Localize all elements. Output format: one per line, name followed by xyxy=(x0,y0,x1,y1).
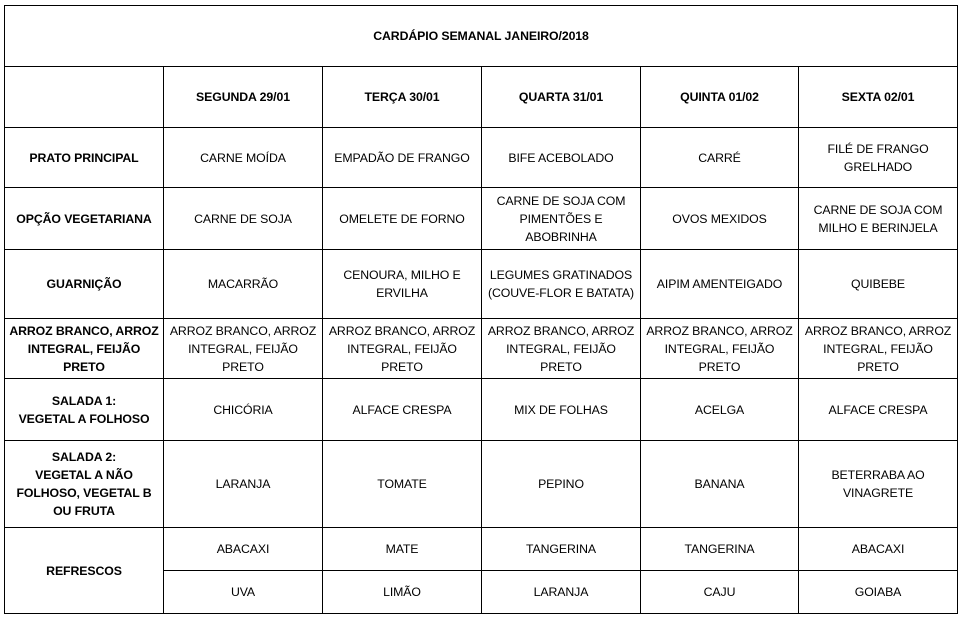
menu-cell: EMPADÃO DE FRANGO xyxy=(322,127,482,188)
menu-title: CARDÁPIO SEMANAL JANEIRO/2018 xyxy=(3,5,959,67)
menu-cell: ARROZ BRANCO, ARROZ INTEGRAL, FEIJÃO PRE… xyxy=(163,318,323,379)
menu-cell: CHICÓRIA xyxy=(163,378,323,441)
row-label: ARROZ BRANCO, ARROZ INTEGRAL, FEIJÃO PRE… xyxy=(4,318,164,379)
menu-cell: GOIABA xyxy=(797,570,959,614)
menu-cell: MIX DE FOLHAS xyxy=(481,378,641,441)
menu-cell: ACELGA xyxy=(640,378,799,441)
day-header-row: SEGUNDA 29/01 TERÇA 30/01 QUARTA 31/01 QUIN… xyxy=(4,66,959,128)
row-label: OPÇÃO VEGETARIANA xyxy=(4,187,164,250)
menu-cell: CARNE MOÍDA xyxy=(163,127,323,188)
menu-cell: UVA xyxy=(163,570,323,614)
refrescos-row: REFRESCOS ABACAXI MATE TANGERINA TANGERINA AB… xyxy=(4,527,959,614)
menu-cell: AIPIM AMENTEIGADO xyxy=(640,249,799,319)
row-label: PRATO PRINCIPAL xyxy=(4,127,164,188)
menu-cell: LIMÃO xyxy=(322,570,482,614)
menu-cell: CARNE DE SOJA COM PIMENTÕES E ABOBRINHA xyxy=(481,187,641,250)
menu-cell: ALFACE CRESPA xyxy=(797,378,959,441)
menu-cell: ARROZ BRANCO, ARROZ INTEGRAL, FEIJÃO PRE… xyxy=(640,318,799,379)
menu-row: PRATO PRINCIPAL CARNE MOÍDA EMPADÃO DE FRA… xyxy=(4,127,959,188)
menu-cell: LEGUMES GRATINADOS (COUVE-FLOR E BATATA) xyxy=(481,249,641,319)
menu-cell: ABACAXI xyxy=(163,527,323,571)
menu-cell: TANGERINA xyxy=(481,527,641,571)
menu-cell: BIFE ACEBOLADO xyxy=(481,127,641,188)
day-header: SEGUNDA 29/01 xyxy=(163,66,323,128)
weekly-menu-table: CARDÁPIO SEMANAL JANEIRO/2018 SEGUNDA 29… xyxy=(3,5,959,614)
menu-row: SALADA 2: VEGETAL A NÃO FOLHOSO, VEGETAL… xyxy=(4,440,959,528)
menu-cell: MATE xyxy=(322,527,482,571)
menu-cell: OMELETE DE FORNO xyxy=(322,187,482,250)
day-header: QUARTA 31/01 xyxy=(481,66,641,128)
refrescos-row: UVA LIMÃO LARANJA CAJU GOIABA xyxy=(5,570,959,614)
menu-cell: ABACAXI xyxy=(797,527,959,571)
menu-row: OPÇÃO VEGETARIANA CARNE DE SOJA OMELETE DE… xyxy=(4,187,959,250)
empty-corner-cell xyxy=(4,66,164,128)
menu-cell: CARNE DE SOJA COM MILHO E BERINJELA xyxy=(797,187,959,250)
menu-cell: QUIBEBE xyxy=(797,249,959,319)
menu-cell: BETERRABA AO VINAGRETE xyxy=(797,440,959,528)
menu-cell: ALFACE CRESPA xyxy=(322,378,482,441)
row-label: SALADA 1: VEGETAL A FOLHOSO xyxy=(4,378,164,441)
row-label: SALADA 2: VEGETAL A NÃO FOLHOSO, VEGETAL… xyxy=(4,440,164,528)
menu-cell: TANGERINA xyxy=(640,527,799,571)
menu-row: ARROZ BRANCO, ARROZ INTEGRAL, FEIJÃO PRE… xyxy=(4,318,959,379)
menu-cell: ARROZ BRANCO, ARROZ INTEGRAL, FEIJÃO PRE… xyxy=(481,318,641,379)
row-label: REFRESCOS xyxy=(4,527,164,614)
row-label: GUARNIÇÃO xyxy=(4,249,164,319)
menu-cell: FILÉ DE FRANGO GRELHADO xyxy=(797,127,959,188)
menu-cell: CARNE DE SOJA xyxy=(163,187,323,250)
menu-cell: CAJU xyxy=(640,570,799,614)
menu-cell: MACARRÃO xyxy=(163,249,323,319)
day-header: QUINTA 01/02 xyxy=(640,66,799,128)
title-row: CARDÁPIO SEMANAL JANEIRO/2018 xyxy=(3,5,959,67)
menu-cell: CENOURA, MILHO E ERVILHA xyxy=(322,249,482,319)
menu-cell: OVOS MEXIDOS xyxy=(640,187,799,250)
menu-cell: CARRÉ xyxy=(640,127,799,188)
day-header: SEXTA 02/01 xyxy=(797,66,959,128)
day-header: TERÇA 30/01 xyxy=(322,66,482,128)
menu-cell: LARANJA xyxy=(163,440,323,528)
menu-cell: BANANA xyxy=(640,440,799,528)
menu-cell: ARROZ BRANCO, ARROZ INTEGRAL, FEIJÃO PRE… xyxy=(797,318,959,379)
menu-row: GUARNIÇÃO MACARRÃO CENOURA, MILHO E ERVILH… xyxy=(4,249,959,319)
menu-cell: ARROZ BRANCO, ARROZ INTEGRAL, FEIJÃO PRE… xyxy=(322,318,482,379)
menu-row: SALADA 1: VEGETAL A FOLHOSO CHICÓRIA ALFAC… xyxy=(4,378,959,441)
menu-cell: PEPINO xyxy=(481,440,641,528)
menu-cell: LARANJA xyxy=(481,570,641,614)
menu-cell: TOMATE xyxy=(322,440,482,528)
